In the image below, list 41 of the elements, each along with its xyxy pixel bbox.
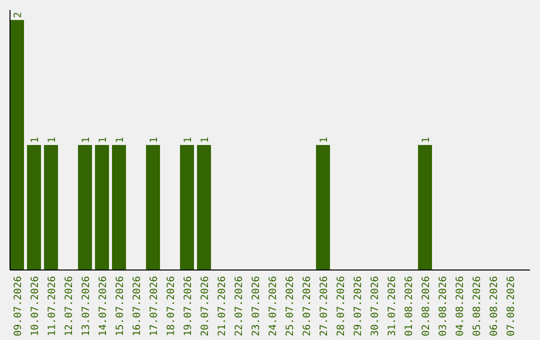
x-tick-label: 01.08.2026 <box>404 276 415 336</box>
x-tick-label: 16.07.2026 <box>132 276 143 336</box>
x-tick-label: 14.07.2026 <box>98 276 109 336</box>
x-tick-label: 27.07.2026 <box>319 276 330 336</box>
x-tick-label: 23.07.2026 <box>251 276 262 336</box>
data-label: 1 <box>149 136 160 143</box>
x-tick-label: 15.07.2026 <box>115 276 126 336</box>
data-label: 1 <box>183 136 194 143</box>
data-label: 1 <box>81 136 92 143</box>
x-tick-label: 24.07.2026 <box>268 276 279 336</box>
x-tick-label: 22.07.2026 <box>234 276 245 336</box>
data-label: 1 <box>115 136 126 143</box>
x-tick-label: 29.07.2026 <box>353 276 364 336</box>
x-tick-label: 28.07.2026 <box>336 276 347 336</box>
data-label: 1 <box>47 136 58 143</box>
x-tick-label: 30.07.2026 <box>370 276 381 336</box>
data-label: 1 <box>30 136 41 143</box>
data-label: 1 <box>319 136 330 143</box>
x-tick-label: 03.08.2026 <box>438 276 449 336</box>
x-tick-label: 09.07.2026 <box>13 276 24 336</box>
x-tick-label: 13.07.2026 <box>81 276 92 336</box>
x-tick-label: 26.07.2026 <box>302 276 313 336</box>
x-tick-label: 10.07.2026 <box>30 276 41 336</box>
x-tick-label: 18.07.2026 <box>166 276 177 336</box>
x-tick-label: 19.07.2026 <box>183 276 194 336</box>
x-tick-label: 12.07.2026 <box>64 276 75 336</box>
x-tick-label: 20.07.2026 <box>200 276 211 336</box>
x-tick-label: 02.08.2026 <box>421 276 432 336</box>
x-tick-label: 04.08.2026 <box>455 276 466 336</box>
data-label: 1 <box>98 136 109 143</box>
x-tick-label: 31.07.2026 <box>387 276 398 336</box>
data-label: 1 <box>200 136 211 143</box>
x-tick-label: 25.07.2026 <box>285 276 296 336</box>
x-tick-label: 06.08.2026 <box>489 276 500 336</box>
x-tick-label: 07.08.2026 <box>506 276 517 336</box>
x-tick-label: 21.07.2026 <box>217 276 228 336</box>
x-tick-label: 05.08.2026 <box>472 276 483 336</box>
x-tick-label: 11.07.2026 <box>47 276 58 336</box>
x-tick-label: 17.07.2026 <box>149 276 160 336</box>
data-label: 1 <box>421 136 432 143</box>
data-label: 2 <box>13 12 24 18</box>
